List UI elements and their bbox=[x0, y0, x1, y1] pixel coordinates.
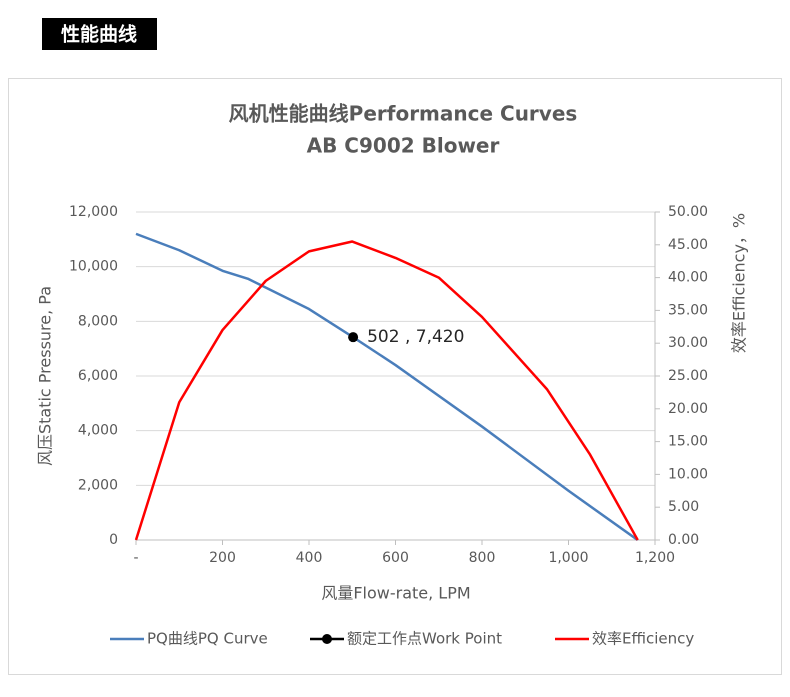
chart-subtitle: AB C9002 Blower bbox=[307, 134, 500, 158]
x-tick-label: 1,000 bbox=[548, 550, 588, 566]
y-tick-label: 10,000 bbox=[69, 259, 118, 275]
y2-tick-label: 45.00 bbox=[668, 237, 708, 253]
data-label: 502 , 7,420 bbox=[367, 327, 464, 347]
legend-label: 效率Efficiency bbox=[592, 630, 694, 648]
y2-tick-label: 0.00 bbox=[668, 532, 699, 548]
y2-tick-label: 50.00 bbox=[668, 204, 708, 220]
chart-frame bbox=[8, 78, 782, 675]
chart-title: 风机性能曲线Performance Curves bbox=[229, 102, 578, 126]
legend-marker bbox=[322, 634, 332, 644]
x-axis-title: 风量Flow-rate, LPM bbox=[321, 584, 470, 603]
y2-axis-title: 效率Efficiency，% bbox=[730, 213, 749, 353]
x-tick-label: - bbox=[133, 550, 138, 566]
y2-tick-label: 40.00 bbox=[668, 270, 708, 286]
x-tick-label: 800 bbox=[469, 550, 496, 566]
y2-tick-label: 25.00 bbox=[668, 368, 708, 384]
y-tick-label: 0 bbox=[109, 532, 118, 548]
y2-tick-label: 35.00 bbox=[668, 302, 708, 318]
y-tick-label: 6,000 bbox=[78, 368, 118, 384]
legend-label: 额定工作点Work Point bbox=[347, 630, 502, 648]
work-point bbox=[348, 332, 359, 343]
y2-tick-label: 10.00 bbox=[668, 466, 708, 482]
series-line bbox=[134, 240, 639, 541]
x-tick-label: 200 bbox=[209, 550, 236, 566]
y2-tick-label: 5.00 bbox=[668, 499, 699, 515]
y2-tick-label: 30.00 bbox=[668, 335, 708, 351]
y2-tick-label: 15.00 bbox=[668, 434, 708, 450]
y-tick-label: 2,000 bbox=[78, 477, 118, 493]
x-tick-label: 600 bbox=[382, 550, 409, 566]
header-box bbox=[42, 18, 157, 50]
series-line bbox=[135, 232, 639, 542]
y2-tick-label: 20.00 bbox=[668, 401, 708, 417]
y-tick-label: 12,000 bbox=[69, 204, 118, 220]
header-title: 性能曲线 bbox=[61, 23, 137, 46]
y-tick-label: 8,000 bbox=[78, 313, 118, 329]
x-tick-label: 1,200 bbox=[635, 550, 675, 566]
y-tick-label: 4,000 bbox=[78, 423, 118, 439]
y-axis-title: 风压Static Pressure, Pa bbox=[36, 286, 55, 466]
x-tick-label: 400 bbox=[296, 550, 323, 566]
legend-label: PQ曲线PQ Curve bbox=[147, 630, 268, 648]
